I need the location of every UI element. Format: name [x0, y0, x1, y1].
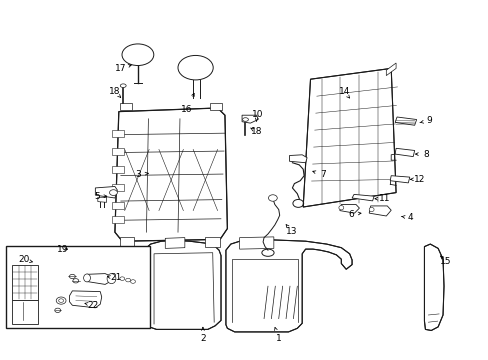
Text: 2: 2: [200, 334, 205, 343]
Polygon shape: [98, 197, 106, 202]
Polygon shape: [12, 300, 38, 324]
Text: 15: 15: [439, 256, 451, 265]
Text: 3: 3: [135, 170, 141, 179]
Text: 18: 18: [109, 87, 121, 96]
Text: 16: 16: [181, 105, 192, 114]
Polygon shape: [389, 176, 409, 183]
Ellipse shape: [109, 190, 117, 195]
Polygon shape: [87, 274, 111, 284]
Text: 7: 7: [319, 170, 325, 179]
Polygon shape: [145, 240, 221, 329]
Text: 10: 10: [251, 110, 263, 119]
Text: 9: 9: [426, 116, 431, 125]
Ellipse shape: [242, 118, 248, 121]
Ellipse shape: [122, 44, 153, 66]
Ellipse shape: [83, 274, 90, 282]
Polygon shape: [112, 148, 123, 155]
Polygon shape: [112, 184, 123, 191]
Text: 22: 22: [87, 301, 99, 310]
Polygon shape: [225, 239, 351, 332]
Polygon shape: [112, 130, 123, 137]
Ellipse shape: [56, 297, 66, 304]
Polygon shape: [95, 186, 117, 198]
Polygon shape: [424, 244, 443, 330]
Bar: [6, 246, 150, 328]
Polygon shape: [112, 216, 123, 223]
Polygon shape: [12, 265, 38, 300]
Ellipse shape: [178, 55, 213, 80]
Polygon shape: [289, 155, 306, 163]
Polygon shape: [303, 68, 395, 207]
Polygon shape: [394, 117, 416, 125]
Ellipse shape: [125, 278, 130, 282]
Ellipse shape: [73, 279, 79, 283]
Ellipse shape: [120, 84, 126, 87]
Text: 12: 12: [413, 175, 425, 184]
Polygon shape: [120, 103, 132, 110]
Text: 6: 6: [347, 210, 353, 219]
Text: 20: 20: [19, 256, 30, 264]
Text: 1: 1: [275, 334, 281, 343]
Polygon shape: [351, 194, 373, 201]
Polygon shape: [165, 238, 184, 248]
Text: 18: 18: [250, 127, 262, 136]
Polygon shape: [115, 108, 227, 241]
Ellipse shape: [69, 274, 75, 279]
Polygon shape: [394, 148, 414, 157]
Ellipse shape: [120, 277, 124, 280]
Polygon shape: [112, 202, 123, 209]
Polygon shape: [205, 237, 220, 247]
Ellipse shape: [55, 308, 61, 312]
Polygon shape: [368, 206, 390, 216]
Ellipse shape: [368, 207, 373, 212]
Ellipse shape: [107, 274, 116, 284]
Text: 19: 19: [57, 245, 68, 253]
Text: 13: 13: [285, 227, 297, 236]
Text: 5: 5: [94, 192, 100, 201]
Text: 14: 14: [338, 87, 349, 96]
Text: 11: 11: [378, 194, 389, 203]
Text: 17: 17: [115, 64, 126, 73]
Polygon shape: [339, 204, 359, 213]
Text: 4: 4: [407, 213, 413, 222]
Ellipse shape: [59, 299, 63, 302]
Polygon shape: [210, 103, 222, 110]
Ellipse shape: [130, 280, 135, 283]
Text: 21: 21: [110, 274, 122, 282]
Text: 8: 8: [423, 150, 428, 158]
Polygon shape: [386, 63, 395, 76]
Ellipse shape: [268, 195, 277, 201]
Polygon shape: [239, 237, 273, 249]
Ellipse shape: [338, 206, 343, 210]
Polygon shape: [120, 237, 134, 247]
Polygon shape: [69, 291, 102, 308]
Polygon shape: [112, 166, 123, 173]
Polygon shape: [242, 115, 258, 123]
